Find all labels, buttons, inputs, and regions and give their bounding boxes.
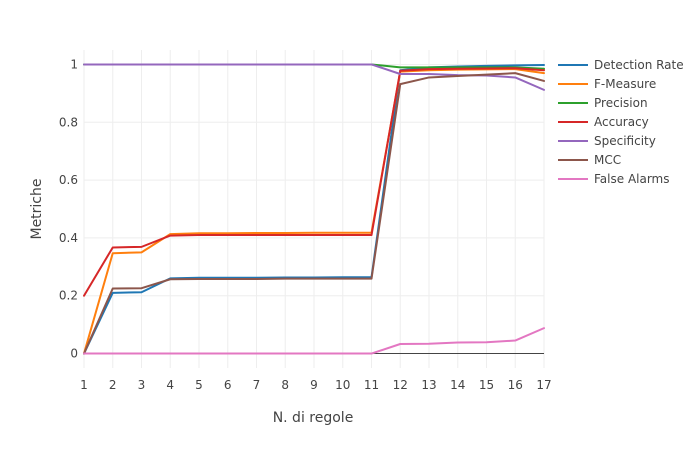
x-tick-label: 9 xyxy=(310,378,318,392)
x-tick-label: 16 xyxy=(508,378,523,392)
legend-item-f-measure[interactable]: F-Measure xyxy=(558,77,656,91)
x-tick-label: 13 xyxy=(421,378,436,392)
legend-item-mcc[interactable]: MCC xyxy=(558,153,621,167)
x-axis-ticks: 1 2 3 4 5 6 7 8 9 10 11 12 13 14 15 16 17 xyxy=(80,378,551,392)
y-axis-title: Metriche xyxy=(29,178,45,239)
legend-label: MCC xyxy=(594,153,621,167)
series-line-false-alarms xyxy=(83,327,545,355)
y-tick-label: 1 xyxy=(70,57,78,71)
x-axis-title: N. di regole xyxy=(273,410,354,426)
y-tick-label: 0.4 xyxy=(59,231,78,245)
x-tick-label: 1 xyxy=(80,378,88,392)
y-tick-label: 0 xyxy=(70,347,78,361)
x-tick-label: 10 xyxy=(335,378,350,392)
legend-item-precision[interactable]: Precision xyxy=(558,96,648,110)
x-tick-label: 2 xyxy=(109,378,117,392)
grid xyxy=(83,50,545,368)
x-tick-label: 14 xyxy=(450,378,465,392)
legend-label: F-Measure xyxy=(594,77,656,91)
x-tick-label: 4 xyxy=(166,378,174,392)
x-tick-label: 6 xyxy=(224,378,232,392)
legend-label: False Alarms xyxy=(594,172,670,186)
y-tick-label: 0.8 xyxy=(59,115,78,129)
x-tick-label: 12 xyxy=(393,378,408,392)
y-axis-ticks: 0 0.2 0.4 0.6 0.8 1 xyxy=(59,57,78,360)
legend-item-detection-rate[interactable]: Detection Rate xyxy=(558,58,684,72)
legend-label: Specificity xyxy=(594,134,656,148)
legend-item-false-alarms[interactable]: False Alarms xyxy=(558,172,670,186)
legend-label: Accuracy xyxy=(594,115,649,129)
series-lines xyxy=(83,63,545,355)
series-line-mcc xyxy=(83,72,545,355)
x-tick-label: 11 xyxy=(364,378,379,392)
x-tick-label: 5 xyxy=(195,378,203,392)
legend-label: Detection Rate xyxy=(594,58,684,72)
x-tick-label: 7 xyxy=(253,378,261,392)
x-tick-label: 3 xyxy=(138,378,146,392)
x-tick-label: 17 xyxy=(536,378,551,392)
series-line-accuracy xyxy=(83,67,545,297)
legend-item-accuracy[interactable]: Accuracy xyxy=(558,115,649,129)
y-tick-label: 0.6 xyxy=(59,173,78,187)
legend-label: Precision xyxy=(594,96,648,110)
x-tick-label: 15 xyxy=(479,378,494,392)
legend[interactable]: Detection Rate F-Measure Precision Accuracy… xyxy=(558,58,684,186)
x-tick-label: 8 xyxy=(281,378,289,392)
y-tick-label: 0.2 xyxy=(59,289,78,303)
legend-item-specificity[interactable]: Specificity xyxy=(558,134,656,148)
